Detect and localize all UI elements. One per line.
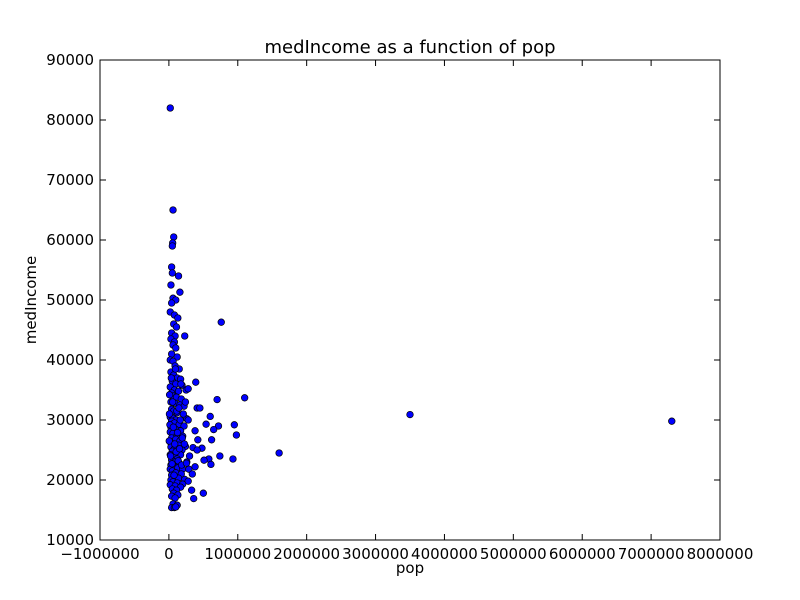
data-point [182, 459, 191, 467]
data-point [167, 281, 175, 289]
x-tick-label: 1000000 [204, 545, 271, 563]
x-tick-label: 5000000 [480, 545, 547, 563]
data-point [217, 318, 225, 326]
data-point [213, 395, 221, 404]
data-point [180, 440, 189, 448]
data-point [167, 374, 175, 382]
chart-title: medIncome as a function of pop [264, 37, 555, 58]
x-tick-label: 3000000 [342, 545, 409, 563]
data-point [199, 489, 207, 497]
data-point [171, 365, 180, 373]
data-point [172, 344, 180, 352]
y-tick-label: 80000 [46, 111, 94, 129]
data-point [165, 391, 174, 399]
data-point [175, 404, 183, 412]
data-point [173, 428, 182, 437]
data-point [169, 398, 177, 406]
data-point [168, 242, 176, 250]
data-points [165, 104, 676, 512]
x-tick-label: 8000000 [687, 545, 754, 563]
data-point [202, 420, 210, 428]
data-point [184, 416, 192, 424]
data-point [179, 410, 188, 418]
data-point [188, 470, 196, 478]
y-tick-label: 60000 [46, 231, 94, 249]
y-tick-label: 10000 [46, 531, 94, 549]
data-point [190, 494, 198, 503]
data-point [174, 314, 182, 322]
data-point [171, 494, 179, 502]
data-point [169, 206, 177, 214]
data-point [232, 431, 241, 439]
data-point [166, 104, 174, 112]
y-axis-ticks: 10000 20000 30000 40000 50000 60000 70000 80000… [46, 51, 720, 549]
y-tick-label: 20000 [46, 471, 94, 489]
data-point [181, 332, 189, 340]
y-tick-label: 90000 [46, 51, 94, 69]
data-point [185, 452, 194, 460]
data-point [174, 272, 183, 280]
x-tick-label: 6000000 [549, 545, 616, 563]
data-point [200, 456, 208, 464]
data-point [191, 427, 199, 435]
data-point [165, 410, 174, 418]
x-axis-label: pop [396, 559, 424, 577]
data-point [166, 452, 175, 460]
data-point [176, 288, 184, 296]
data-point [206, 412, 214, 421]
x-tick-label: 4000000 [411, 545, 478, 563]
data-point [193, 446, 201, 454]
data-point [230, 421, 238, 429]
data-point [181, 398, 190, 406]
data-point [171, 440, 179, 448]
x-tick-label: 7000000 [618, 545, 685, 563]
data-point [192, 378, 200, 386]
data-point [229, 455, 237, 463]
y-tick-label: 70000 [46, 171, 94, 189]
data-point [207, 436, 216, 444]
data-point [174, 387, 183, 395]
data-point [214, 422, 223, 430]
data-point [207, 460, 215, 469]
x-tick-label: 0 [164, 545, 174, 563]
data-point [169, 423, 178, 431]
y-tick-label: 50000 [46, 291, 94, 309]
data-point [184, 477, 192, 485]
data-point [194, 436, 202, 444]
data-point [172, 323, 181, 331]
data-point [170, 471, 178, 479]
y-tick-label: 30000 [46, 411, 94, 429]
data-point [178, 434, 186, 442]
data-point [210, 425, 218, 434]
data-point [216, 452, 224, 460]
x-tick-label: 2000000 [273, 545, 340, 563]
data-point [184, 385, 192, 393]
data-point [191, 463, 199, 471]
data-point [275, 449, 283, 457]
data-point [167, 299, 176, 307]
data-point [167, 263, 176, 271]
x-tick-label: −1000000 [60, 545, 139, 563]
x-axis-ticks: −1000000 0 1000000 2000000 3000000 4000000 500… [60, 60, 753, 563]
data-point [165, 437, 173, 445]
y-axis-label: medIncome [22, 256, 40, 345]
y-tick-label: 40000 [46, 351, 94, 369]
data-point [241, 394, 249, 402]
data-point [168, 269, 176, 277]
data-point [187, 486, 196, 494]
data-point [168, 460, 176, 468]
data-point [406, 410, 414, 419]
data-point [176, 416, 184, 424]
data-point [196, 404, 204, 412]
data-point [175, 445, 184, 453]
data-point [172, 503, 180, 511]
data-point [177, 380, 185, 388]
data-point [170, 233, 178, 241]
data-point [668, 417, 676, 425]
